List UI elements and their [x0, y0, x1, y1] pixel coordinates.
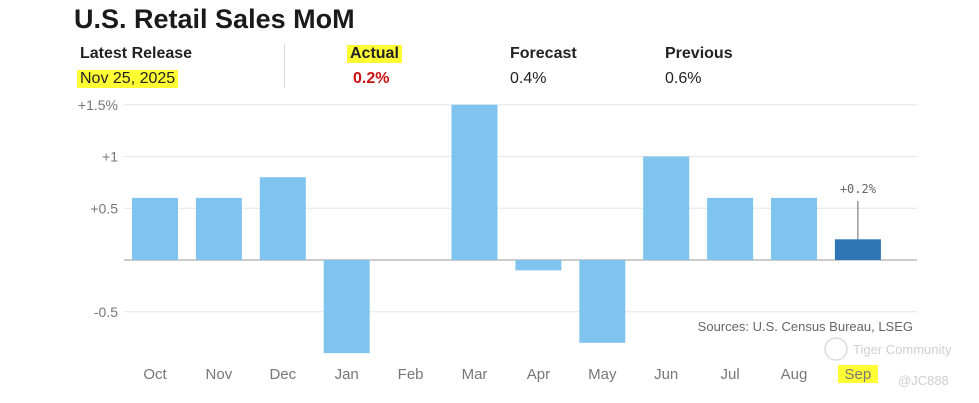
x-tick-label: Oct: [143, 366, 167, 383]
x-tick-label: Sep: [845, 366, 872, 383]
watermark: Tiger Community @JC888: [824, 337, 952, 388]
bar-nov: [195, 197, 242, 260]
watermark-community-text: Tiger Community: [853, 342, 952, 357]
previous-value: 0.6%: [665, 70, 702, 87]
forecast-value: 0.4%: [510, 70, 547, 87]
actual-value: 0.2%: [353, 70, 390, 87]
bar-may: [579, 260, 626, 343]
header-divider: [284, 44, 285, 88]
x-tick-label: Dec: [269, 366, 296, 383]
bar-aug: [771, 197, 817, 260]
x-tick-label: Feb: [398, 366, 424, 383]
bar-mar: [451, 104, 498, 260]
x-tick-label: Apr: [527, 366, 550, 383]
bar-sep: [834, 239, 881, 260]
x-tick-label: Aug: [781, 366, 808, 383]
previous-label: Previous: [665, 45, 733, 62]
annotation-label: +0.2%: [840, 182, 877, 196]
latest-release-label: Latest Release: [80, 45, 193, 62]
bar-jun: [643, 156, 690, 260]
source-note: Sources: U.S. Census Bureau, LSEG: [698, 319, 913, 334]
y-tick-label: +0.5: [90, 200, 118, 216]
y-tick-label: +1.5%: [78, 97, 118, 113]
y-tick-label: +1: [102, 149, 118, 165]
chart-title: U.S. Retail Sales MoM: [74, 4, 355, 34]
actual-label: Actual: [347, 45, 402, 63]
x-tick-label: Jul: [721, 366, 740, 383]
forecast-label: Forecast: [510, 45, 577, 62]
watermark-user-text: @JC888: [898, 373, 949, 388]
bar-jul: [707, 197, 754, 260]
bar-dec: [259, 177, 306, 260]
x-tick-label: Jun: [654, 366, 678, 383]
x-tick-label: Jan: [335, 366, 359, 383]
bar-oct: [132, 197, 178, 260]
bar-jan: [323, 260, 370, 354]
x-tick-label: Mar: [462, 366, 488, 383]
x-tick-label: Nov: [206, 366, 233, 383]
label-layer: +1.5% +1 +0.5 -0.5 Oct Nov Dec Jan Feb Mar Apr May J…: [78, 97, 878, 383]
watermark-logo-icon: [824, 337, 848, 361]
bar-layer: [132, 104, 881, 354]
latest-release-date: Nov 25, 2025: [77, 70, 179, 88]
category-highlight: [837, 365, 878, 383]
y-tick-label: -0.5: [94, 304, 118, 320]
bar-apr: [515, 260, 562, 271]
x-tick-label: May: [588, 366, 617, 383]
